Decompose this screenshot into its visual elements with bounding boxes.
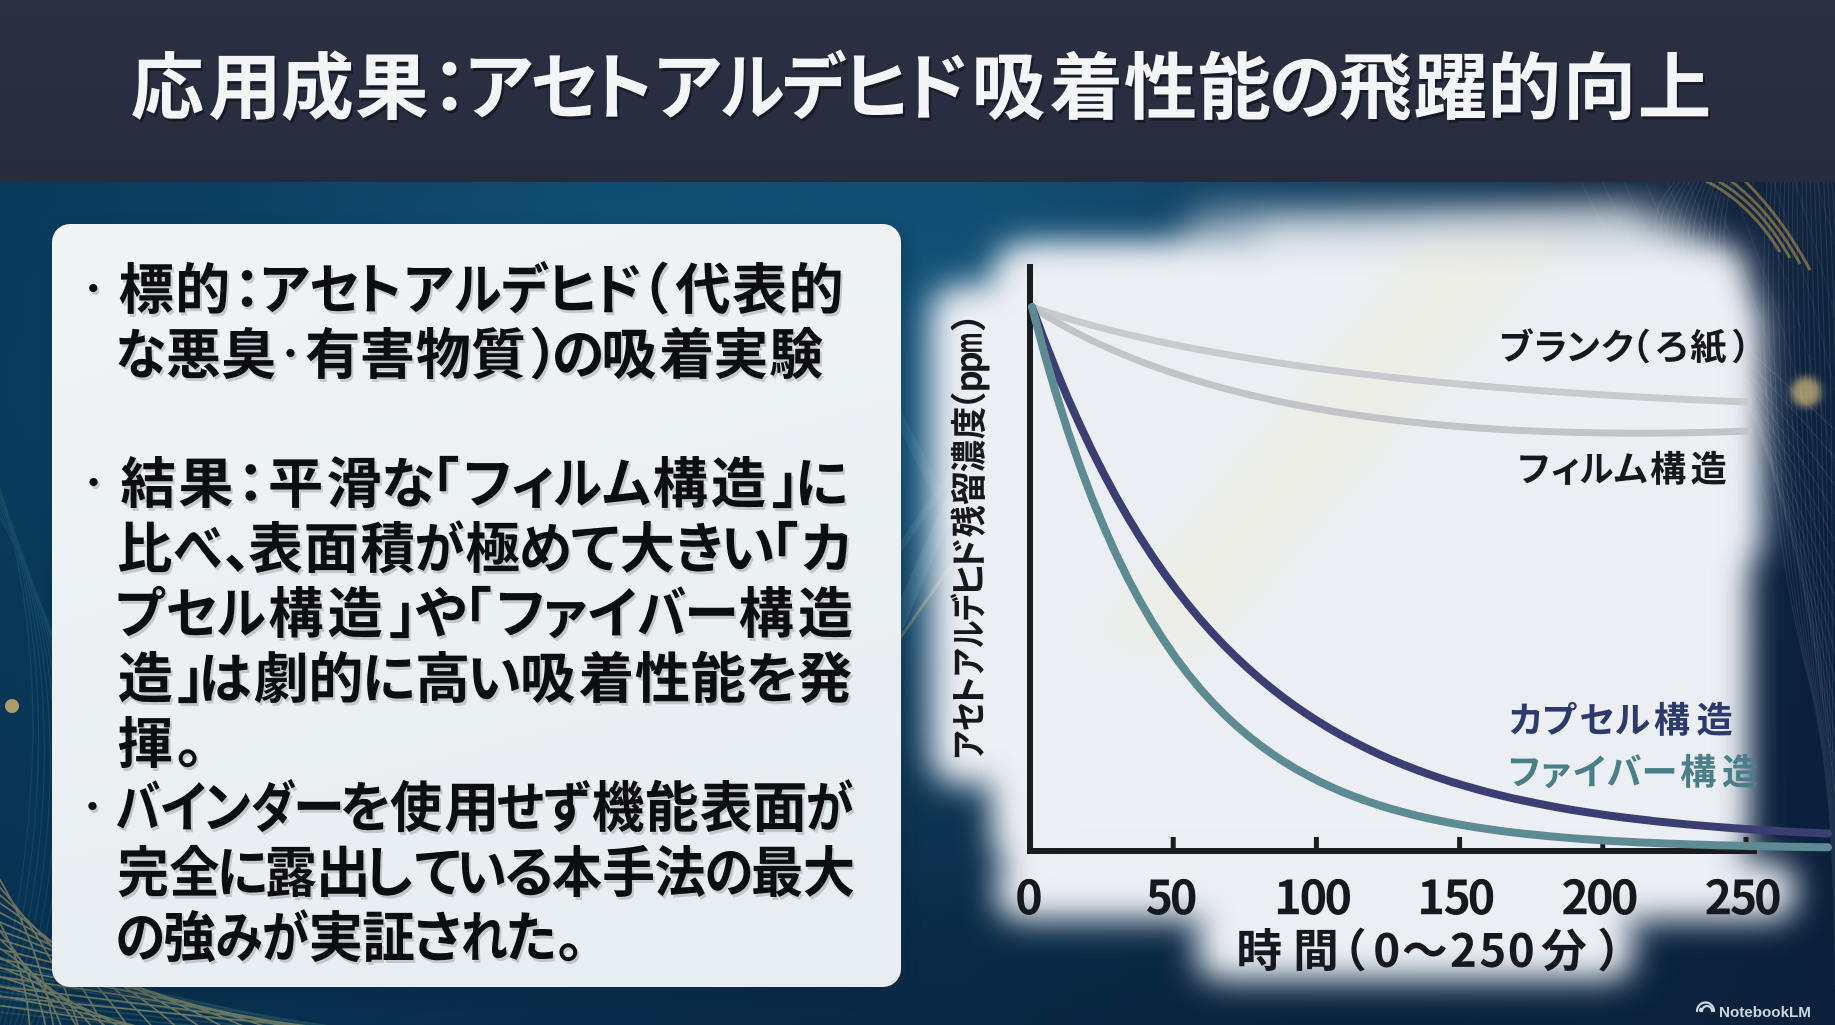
- svg-text:NotebookLM: NotebookLM: [1719, 1004, 1811, 1021]
